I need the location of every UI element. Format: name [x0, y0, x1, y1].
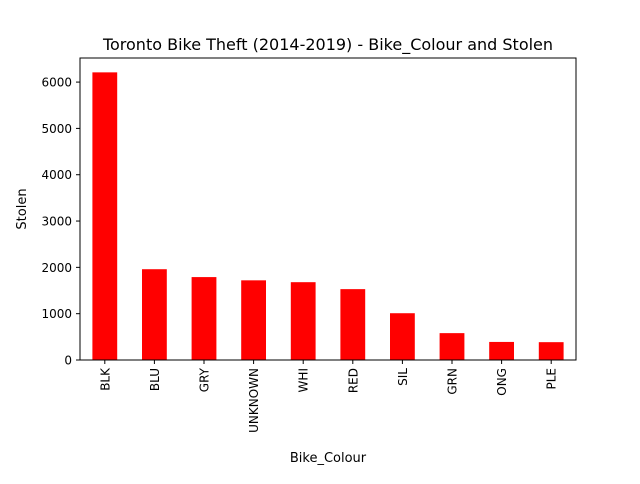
x-tick-label: WHI [297, 368, 311, 392]
bar-blk [92, 72, 118, 361]
y-tick-label: 6000 [41, 76, 72, 90]
x-tick-label: ONG [495, 368, 509, 396]
x-tick-label: BLK [98, 367, 112, 391]
bar-blu [142, 269, 167, 360]
y-axis: 0 1000 2000 3000 4000 5000 6000 [41, 76, 80, 368]
y-tick-label: 4000 [41, 168, 72, 182]
x-tick-label: PLE [545, 368, 559, 390]
y-tick-label: 1000 [41, 307, 72, 321]
x-tick-label: UNKNOWN [247, 368, 261, 433]
bar-grn [439, 333, 465, 360]
bar-red [340, 289, 366, 360]
x-axis: BLK BLU GRY UNKNOWN WHI RED SIL GRN ONG PLE [98, 360, 559, 433]
y-tick-label: 5000 [41, 122, 72, 136]
chart-title: Toronto Bike Theft (2014-2019) - Bike_Co… [102, 35, 553, 55]
y-tick-label: 0 [64, 354, 72, 368]
bar-whi [290, 282, 316, 360]
bar-ong [489, 341, 514, 360]
bar-sil [390, 313, 415, 360]
bar-unknown [241, 280, 266, 360]
bars-group [92, 72, 564, 361]
x-tick-label: GRN [446, 368, 460, 395]
x-tick-label: BLU [148, 368, 162, 391]
y-tick-label: 2000 [41, 261, 72, 275]
bar-ple [538, 342, 564, 360]
plot-frame [79, 57, 577, 361]
x-tick-label: GRY [198, 367, 212, 392]
x-axis-label: Bike_Colour [290, 451, 367, 466]
bar-gry [191, 277, 217, 360]
y-axis-label: Stolen [15, 188, 30, 229]
x-tick-label: RED [346, 368, 360, 393]
y-tick-label: 3000 [41, 215, 72, 229]
x-tick-label: SIL [396, 368, 410, 386]
